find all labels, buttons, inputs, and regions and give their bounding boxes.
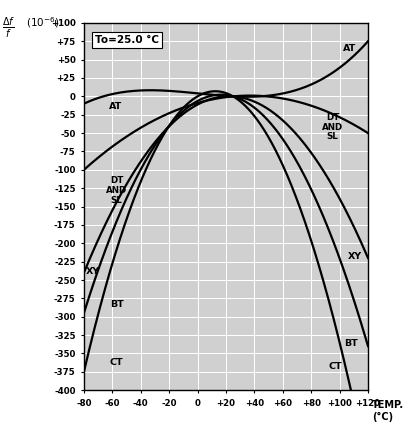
- Text: CT: CT: [328, 362, 342, 371]
- Text: To=25.0 °C: To=25.0 °C: [95, 35, 159, 44]
- Text: BT: BT: [110, 300, 123, 309]
- Text: BT: BT: [344, 339, 358, 348]
- Text: $\frac{\Delta f}{f}$: $\frac{\Delta f}{f}$: [2, 15, 16, 40]
- Text: AT: AT: [108, 102, 122, 111]
- Text: AT: AT: [343, 44, 356, 53]
- Text: TEMP.: TEMP.: [372, 400, 404, 410]
- Text: (°C): (°C): [372, 412, 394, 422]
- Text: CT: CT: [110, 358, 123, 367]
- Text: $(10^{-6})$: $(10^{-6})$: [26, 15, 60, 30]
- Text: XY: XY: [348, 252, 362, 261]
- Text: DT
AND
SL: DT AND SL: [106, 176, 127, 205]
- Text: XY: XY: [85, 267, 100, 276]
- Text: DT
AND
SL: DT AND SL: [322, 113, 343, 141]
